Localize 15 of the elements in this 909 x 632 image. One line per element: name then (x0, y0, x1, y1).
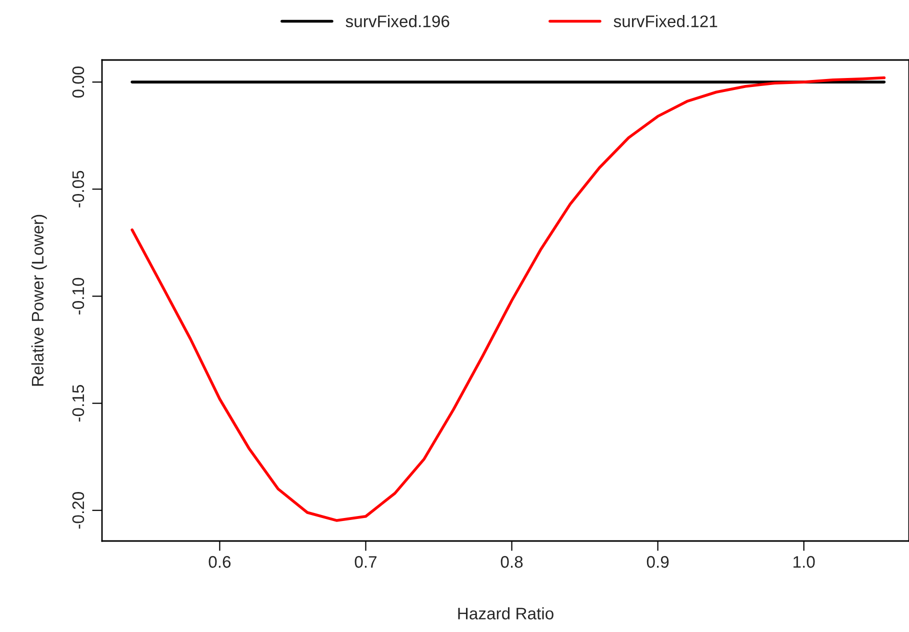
y-tick-label: 0.00 (72, 66, 84, 98)
x-axis-title: Hazard Ratio (458, 607, 554, 620)
y-tick-label: -0.20 (72, 492, 84, 529)
y-tick-label: -0.10 (72, 278, 84, 314)
x-tick-label: 1.0 (794, 556, 815, 568)
x-tick-label: 0.9 (646, 556, 669, 568)
legend-label: survFixed.196 (346, 15, 450, 28)
x-tick-label: 0.8 (500, 556, 523, 568)
y-tick-label: -0.05 (72, 170, 84, 208)
y-tick-label: -0.15 (72, 385, 84, 422)
y-axis-title: Relative Power (Lower) (31, 214, 47, 386)
x-tick-label: 0.7 (354, 556, 376, 568)
x-tick-label: 0.6 (208, 556, 231, 568)
legend-label: survFixed.121 (614, 15, 718, 28)
line-series (130, 76, 886, 522)
